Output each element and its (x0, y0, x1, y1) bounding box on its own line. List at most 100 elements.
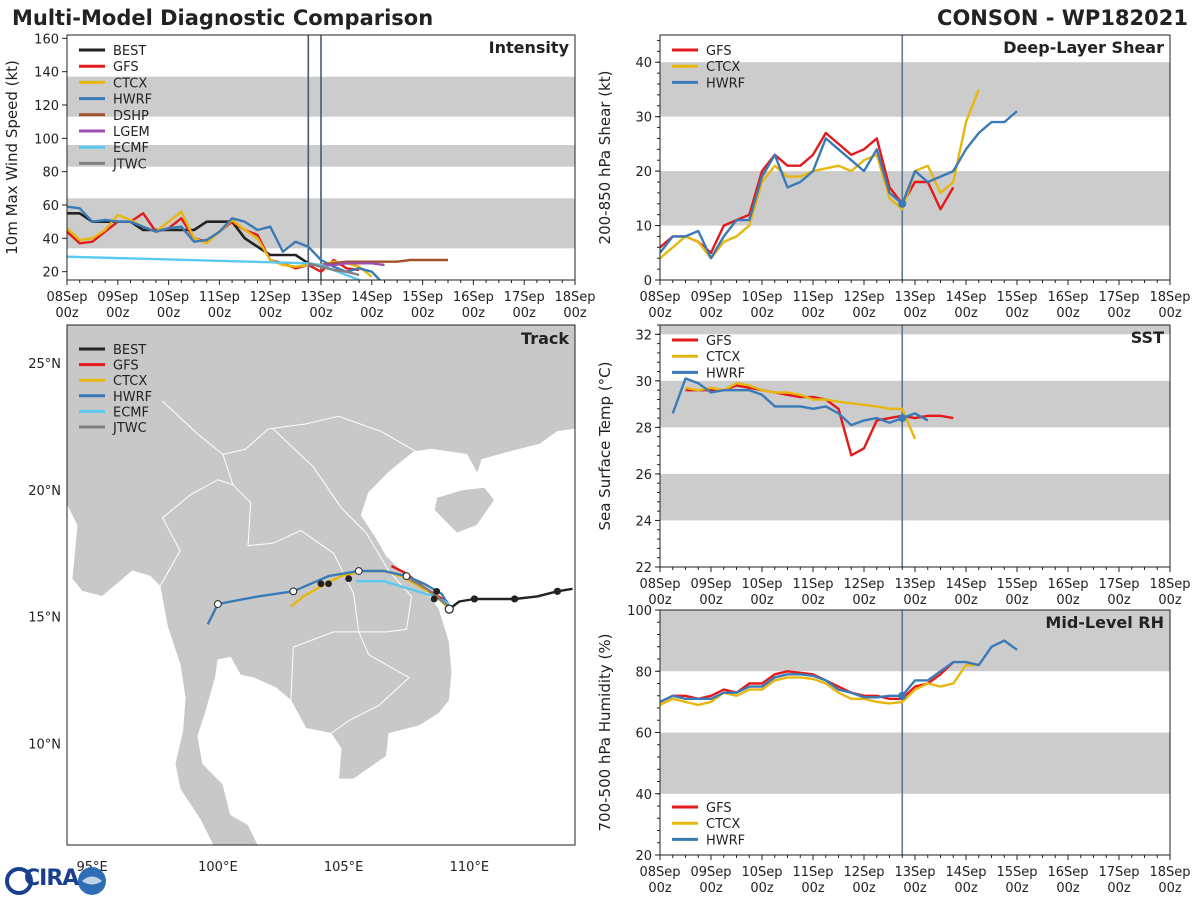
y-tick-label: 32 (635, 328, 652, 343)
panel-title: Mid-Level RH (1045, 613, 1164, 632)
x-tick-label-day: 11Sep (792, 290, 833, 305)
x-tick-label-hour: 00z (903, 593, 927, 608)
series-ctcx (660, 663, 979, 707)
y-tick-label: 80 (42, 166, 59, 181)
x-tick-label-hour: 00z (1056, 593, 1080, 608)
x-tick-label-day: 13Sep (894, 290, 935, 305)
x-tick-label-hour: 00z (903, 306, 927, 321)
legend-label-best: BEST (113, 343, 146, 358)
x-tick-label-day: 17Sep (1098, 577, 1139, 592)
legend-label-ctcx: CTCX (706, 60, 740, 75)
x-tick-label-hour: 00z (954, 306, 978, 321)
panel-shear: 01020304008Sep00z09Sep00z10Sep00z11Sep00… (596, 34, 1191, 321)
hainan-island (433, 486, 495, 534)
x-tick-label-day: 15Sep (402, 290, 443, 305)
x-tick-label-day: 08Sep (639, 577, 680, 592)
x-tick-label-day: 11Sep (792, 577, 833, 592)
x-tick-label-hour: 00z (208, 306, 232, 321)
legend-label-lgem: LGEM (113, 125, 150, 140)
x-tick-label-hour: 00z (1107, 306, 1131, 321)
legend-label-hwrf: HWRF (113, 390, 152, 405)
map-frame (66, 324, 576, 846)
track-marker-model-daily (345, 575, 353, 583)
y-tick-label: 30 (635, 375, 652, 390)
x-tick-label-hour: 00z (1107, 881, 1131, 896)
x-tick-label-day: 09Sep (690, 865, 731, 880)
legend-label-hwrf: HWRF (706, 833, 745, 848)
legend-label-gfs: GFS (706, 44, 732, 59)
plot-area-shear (660, 35, 1170, 280)
shaded-band (660, 325, 1170, 335)
legend-label-jtwc: JTWC (112, 421, 147, 436)
y-tick-label: 10 (635, 220, 652, 235)
x-tick-label-hour: 00z (1107, 593, 1131, 608)
track-marker-model-daily (325, 580, 332, 588)
shaded-band (660, 473, 1170, 521)
panel-title: Track (521, 329, 569, 348)
y-tick-label: 80 (635, 665, 652, 680)
country-border (159, 479, 234, 587)
lat-tick-label: 15°N (28, 611, 61, 626)
legend-label-gfs: GFS (113, 60, 139, 75)
y-tick-label: 40 (635, 788, 652, 803)
y-tick-label: 40 (635, 56, 652, 71)
x-tick-label-hour: 00z (1158, 881, 1182, 896)
x-tick-label-day: 10Sep (741, 577, 782, 592)
country-border (290, 631, 410, 734)
x-tick-label-day: 08Sep (639, 290, 680, 305)
figure-title: Multi-Model Diagnostic Comparison (12, 6, 433, 30)
panels: 2040608010012014016008Sep00z09Sep00z10Se… (3, 32, 1191, 896)
panel-track: 10°N15°N20°N25°N95°E100°E105°E110°ETrack… (28, 324, 576, 875)
x-tick-label-day: 16Sep (1047, 577, 1088, 592)
legend-label-ecmf: ECMF (113, 141, 149, 156)
legend-label-hwrf: HWRF (706, 366, 745, 381)
x-tick-label-hour: 00z (157, 306, 181, 321)
x-tick-label-hour: 00z (801, 881, 825, 896)
x-tick-label-day: 16Sep (453, 290, 494, 305)
lon-tick-label: 110°E (450, 860, 490, 875)
x-tick-label-day: 08Sep (46, 290, 87, 305)
x-tick-label-day: 13Sep (894, 577, 935, 592)
country-border (162, 400, 417, 455)
track-marker-best (553, 587, 561, 595)
series-jtwc (307, 262, 360, 277)
track-marker-model (402, 572, 411, 581)
y-tick-label: 20 (42, 266, 59, 281)
y-tick-label: 20 (635, 849, 652, 864)
x-tick-label-hour: 00z (801, 593, 825, 608)
plot-area-intensity (67, 35, 575, 280)
shaded-band (660, 610, 1170, 672)
x-tick-label-day: 17Sep (1098, 865, 1139, 880)
x-tick-label-hour: 00z (750, 593, 774, 608)
x-tick-label-day: 09Sep (690, 290, 731, 305)
track-marker-best (470, 595, 479, 603)
x-tick-label-hour: 00z (801, 306, 825, 321)
x-tick-label-hour: 00z (462, 306, 486, 321)
legend-label-gfs: GFS (706, 801, 732, 816)
legend-label-hwrf: HWRF (113, 93, 152, 108)
y-tick-label: 26 (635, 468, 652, 483)
y-axis-label: Sea Surface Temp (°C) (596, 361, 614, 530)
x-tick-label-hour: 00z (360, 306, 384, 321)
x-tick-label-day: 12Sep (843, 865, 884, 880)
y-axis-label: 700-500 hPa Humidity (%) (596, 633, 614, 831)
y-tick-label: 30 (635, 111, 652, 126)
series-dshp (308, 258, 448, 267)
track-marker-best (511, 595, 519, 603)
x-tick-label-hour: 00z (648, 881, 672, 896)
series-hwrf (660, 639, 1018, 703)
x-tick-label-hour: 00z (750, 306, 774, 321)
logo-ring (5, 867, 33, 895)
map-area (67, 325, 575, 845)
panel-sst: 22242628303208Sep00z09Sep00z10Sep00z11Se… (596, 324, 1191, 608)
lat-tick-label: 20°N (28, 484, 61, 499)
x-tick-label-hour: 00z (1005, 881, 1029, 896)
analysis-marker (898, 691, 907, 700)
x-tick-label-day: 10Sep (148, 290, 189, 305)
x-tick-label-hour: 00z (903, 881, 927, 896)
lat-tick-label: 10°N (28, 738, 61, 753)
x-tick-label-hour: 00z (699, 881, 723, 896)
x-tick-label-hour: 00z (1158, 306, 1182, 321)
y-tick-label: 100 (627, 604, 652, 619)
x-tick-label-hour: 00z (106, 306, 130, 321)
